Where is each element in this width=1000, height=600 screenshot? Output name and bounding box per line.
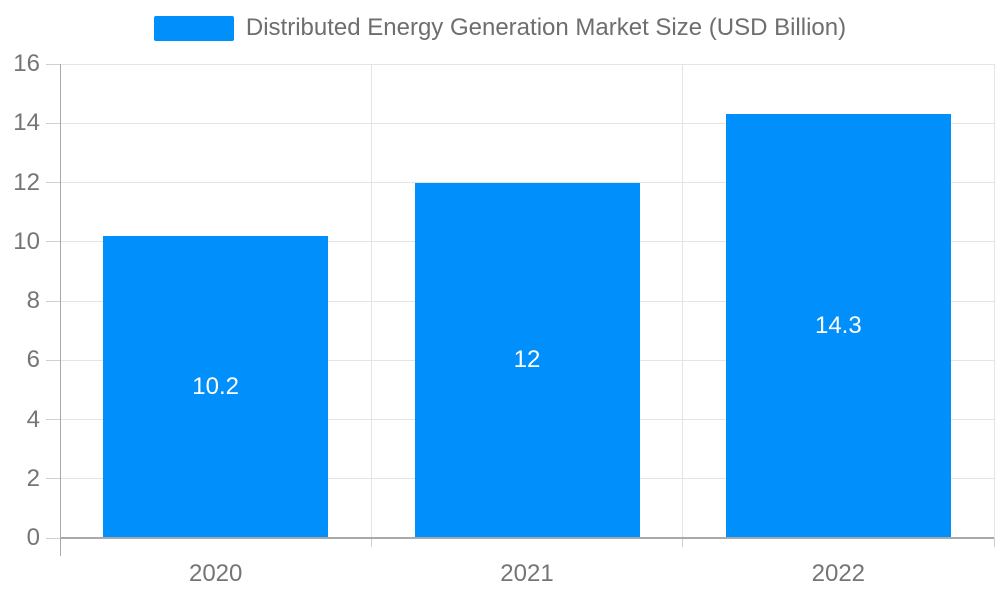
y-axis-label: 10 xyxy=(13,227,40,255)
gridline-vertical xyxy=(682,64,684,538)
y-axis-tick xyxy=(46,359,60,361)
y-axis-tick xyxy=(46,478,60,480)
y-axis-tick xyxy=(46,182,60,183)
y-axis-label: 4 xyxy=(26,405,40,433)
bar[interactable]: 12 xyxy=(414,182,640,538)
y-axis-tick xyxy=(46,537,60,539)
y-axis-label: 2 xyxy=(26,464,40,492)
bar-value-label: 10.2 xyxy=(192,372,240,400)
gridline-horizontal xyxy=(60,122,994,124)
gridline-horizontal xyxy=(60,63,994,65)
x-axis-tick xyxy=(993,538,995,547)
bar[interactable]: 10.2 xyxy=(103,235,329,538)
gridline-vertical xyxy=(993,64,995,538)
y-axis-label: 0 xyxy=(26,524,40,551)
x-axis-line xyxy=(60,537,994,539)
y-axis-line xyxy=(60,64,61,556)
y-axis-label: 6 xyxy=(26,346,40,374)
x-axis-label: 2021 xyxy=(500,560,554,587)
y-axis-label: 16 xyxy=(13,50,40,77)
y-axis-label: 8 xyxy=(26,287,40,314)
gridline-vertical xyxy=(370,64,372,538)
y-axis-tick xyxy=(46,419,60,420)
x-axis-tick xyxy=(682,538,684,547)
bar-value-label: 14.3 xyxy=(814,312,862,340)
y-axis-tick xyxy=(46,122,60,124)
x-axis-tick xyxy=(370,538,372,547)
bar-value-label: 12 xyxy=(513,346,541,374)
chart-legend[interactable]: Distributed Energy Generation Market Siz… xyxy=(0,14,1000,42)
legend-swatch[interactable] xyxy=(153,15,234,41)
y-axis-tick xyxy=(46,63,60,65)
bar[interactable]: 14.3 xyxy=(725,114,951,538)
x-axis-label: 2022 xyxy=(811,560,866,587)
y-axis-tick xyxy=(46,300,60,302)
legend-label[interactable]: Distributed Energy Generation Market Siz… xyxy=(245,14,847,41)
y-axis-tick xyxy=(46,241,60,243)
y-axis-label: 14 xyxy=(13,109,40,137)
x-axis-label: 2020 xyxy=(188,560,243,587)
y-axis-label: 12 xyxy=(13,168,40,196)
